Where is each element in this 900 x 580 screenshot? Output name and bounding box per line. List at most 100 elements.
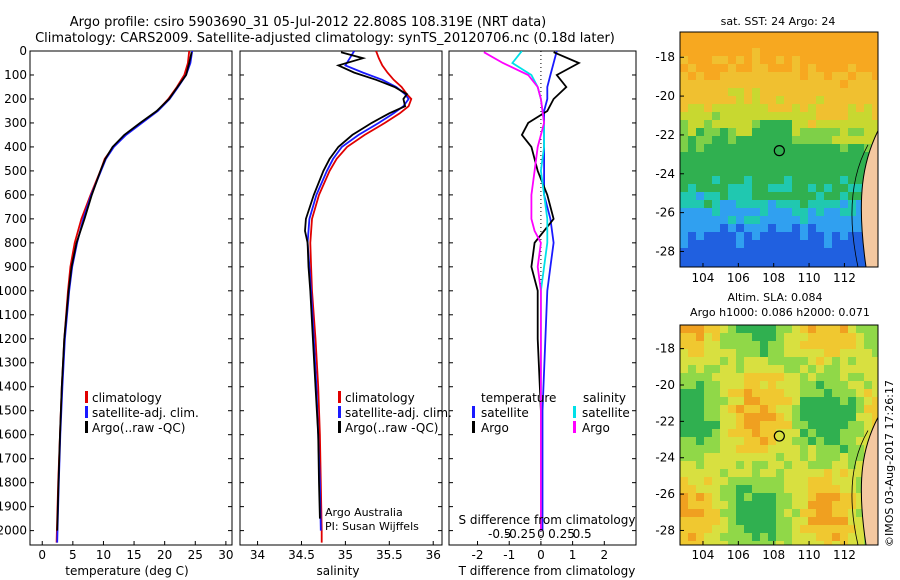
map-cell	[848, 192, 856, 200]
map-cell	[704, 232, 712, 240]
map-cell	[736, 445, 744, 453]
map-cell	[832, 541, 840, 545]
map-cell	[856, 421, 864, 429]
map-cell	[704, 48, 712, 56]
map-cell	[816, 32, 824, 40]
map-cell	[688, 445, 696, 453]
temperature-lines	[55, 51, 194, 543]
lat-tick-label: -22	[655, 414, 675, 428]
map-cell	[696, 144, 704, 152]
map-cell	[680, 397, 688, 405]
map-cell	[752, 485, 760, 493]
map-cell	[728, 405, 736, 413]
map-cell	[704, 168, 712, 176]
map-cell	[848, 104, 856, 112]
map-cell	[680, 232, 688, 240]
map-cell	[848, 373, 856, 381]
map-cell	[680, 349, 688, 357]
map-cell	[840, 248, 848, 256]
map-cell	[800, 541, 808, 545]
map-cell	[848, 72, 856, 80]
lon-tick-label: 112	[833, 548, 856, 562]
map-cell	[752, 224, 760, 232]
map-cell	[728, 200, 736, 208]
map-cell	[728, 325, 736, 333]
map-cell	[768, 365, 776, 373]
map-cell	[712, 437, 720, 445]
map-cell	[752, 341, 760, 349]
map-cell	[736, 200, 744, 208]
map-cell	[768, 176, 776, 184]
map-cell	[824, 477, 832, 485]
map-cell	[792, 152, 800, 160]
map-cell	[736, 341, 744, 349]
map-cell	[736, 365, 744, 373]
map-cell	[800, 533, 808, 541]
legend-label-climatology: climatology	[345, 391, 415, 405]
map-cell	[856, 501, 864, 509]
map-cell	[856, 128, 864, 136]
map-cell	[808, 493, 816, 501]
map-cell	[712, 365, 720, 373]
map-cell	[736, 501, 744, 509]
map-cell	[848, 517, 856, 525]
legend-salinity-heading: salinity	[583, 391, 626, 405]
map-cell	[848, 40, 856, 48]
map-cell	[712, 445, 720, 453]
map-cell	[824, 429, 832, 437]
map-cell	[856, 64, 864, 72]
map-cell	[816, 136, 824, 144]
map-cell	[832, 333, 840, 341]
map-cell	[776, 421, 784, 429]
map-cell	[784, 240, 792, 248]
map-cell	[752, 437, 760, 445]
map-cell	[768, 541, 776, 545]
map-cell	[744, 469, 752, 477]
lon-tick-label: 104	[692, 548, 715, 562]
map-cell	[856, 104, 864, 112]
map-cell	[840, 216, 848, 224]
map-cell	[816, 216, 824, 224]
map-cell	[728, 96, 736, 104]
map-cell	[720, 341, 728, 349]
map-cell	[848, 88, 856, 96]
map-cell	[816, 509, 824, 517]
map-cell	[848, 96, 856, 104]
map-cell	[728, 517, 736, 525]
map-cell	[760, 413, 768, 421]
map-cell	[720, 264, 728, 267]
map-cell	[768, 421, 776, 429]
map-cell	[680, 88, 688, 96]
map-cell	[840, 389, 848, 397]
map-cell	[760, 216, 768, 224]
x-tick-label: 35.5	[376, 548, 403, 562]
map-cell	[800, 485, 808, 493]
map-cell	[848, 445, 856, 453]
map-cell	[696, 208, 704, 216]
map-cell	[752, 240, 760, 248]
map-cell	[752, 405, 760, 413]
map-cell	[800, 397, 808, 405]
map-cell	[832, 477, 840, 485]
map-cell	[720, 517, 728, 525]
map-cell	[824, 112, 832, 120]
map-cell	[696, 64, 704, 72]
map-cell	[784, 72, 792, 80]
map-cell	[800, 192, 808, 200]
map-cell	[752, 32, 760, 40]
map-cell	[680, 40, 688, 48]
map-cell	[784, 469, 792, 477]
map-cell	[688, 48, 696, 56]
map-cell	[760, 104, 768, 112]
map-cell	[792, 232, 800, 240]
map-cell	[744, 152, 752, 160]
map-cell	[800, 168, 808, 176]
map-cell	[680, 501, 688, 509]
map-cell	[808, 525, 816, 533]
map-cell	[856, 240, 864, 248]
map-cell	[712, 88, 720, 96]
map-cell	[856, 248, 864, 256]
map-cell	[696, 216, 704, 224]
map-cell	[696, 421, 704, 429]
map-cell	[680, 128, 688, 136]
